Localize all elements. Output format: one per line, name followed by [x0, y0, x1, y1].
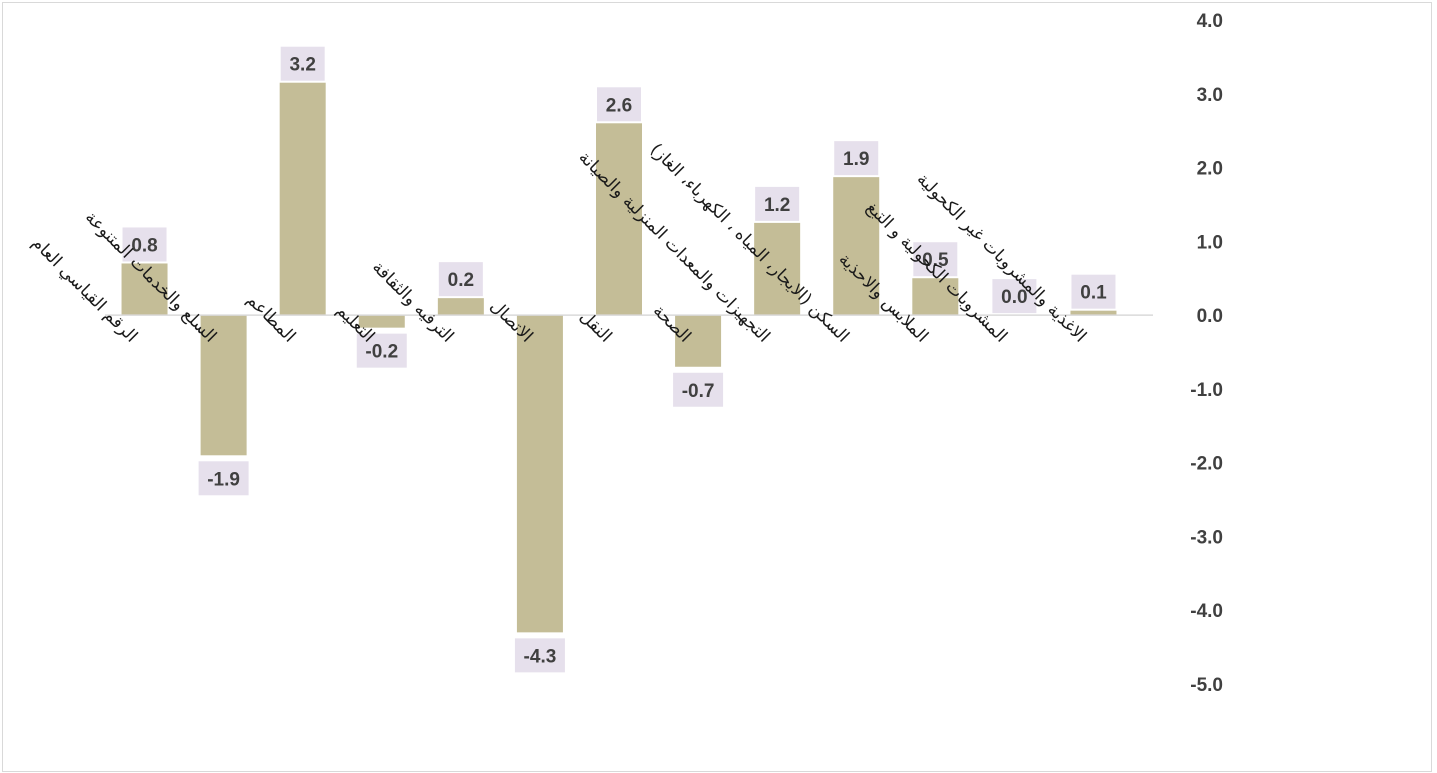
data-label-box — [122, 227, 167, 262]
y-tick-label: -2.0 — [1190, 454, 1223, 475]
bars-group — [121, 82, 1117, 633]
data-label-3: -0.2 — [356, 333, 407, 368]
data-label-6: 2.6 — [597, 87, 641, 122]
data-label-box — [356, 333, 407, 368]
data-label-9: 1.9 — [834, 141, 879, 176]
data-label-11: 0.0 — [992, 279, 1037, 314]
y-tick-label: 2.0 — [1197, 159, 1223, 180]
data-label-7: -0.7 — [673, 372, 724, 407]
bar-chart: 4.0 3.0 2.0 1.0 0.0 -1.0 -2.0 -3.0 -4.0 -5.0 0.8 -… — [28, 11, 1223, 696]
data-label-4: 0.2 — [438, 262, 483, 297]
category-label: المشروبات الكحولية و التبغ — [862, 198, 1011, 347]
data-label-2: 3.2 — [280, 46, 325, 81]
data-label-10: 0.5 — [913, 242, 958, 277]
data-label-box — [913, 242, 958, 277]
data-label-box — [198, 461, 249, 496]
bar-1 — [200, 315, 247, 456]
data-label-text: 0.5 — [922, 250, 949, 271]
data-label-0: 0.8 — [122, 227, 167, 262]
y-tick-label: -3.0 — [1190, 527, 1223, 548]
y-tick-label: -4.0 — [1190, 601, 1223, 622]
bar-8 — [754, 222, 801, 316]
bar-10 — [912, 278, 959, 316]
y-tick-label: 1.0 — [1197, 232, 1223, 253]
data-label-box — [755, 186, 800, 221]
bar-5 — [516, 315, 563, 633]
data-label-text: -0.7 — [682, 381, 715, 402]
data-label-8: 1.2 — [755, 186, 800, 221]
bar-12 — [1070, 310, 1117, 316]
data-label-box — [514, 638, 565, 673]
bar-9 — [833, 177, 880, 316]
data-labels-group: 0.8 -1.9 3.2 -0.2 0.2 -4.3 2.6 -0.7 1.2 1.9 0.5 0.0… — [122, 46, 1116, 673]
data-label-box — [597, 87, 641, 122]
data-label-box — [1071, 274, 1116, 309]
data-label-text: 0.1 — [1080, 283, 1107, 304]
data-label-box — [834, 141, 879, 176]
data-label-text: 0.8 — [131, 235, 157, 256]
data-label-box — [992, 279, 1037, 314]
bar-3 — [358, 315, 405, 328]
bar-7 — [675, 315, 722, 367]
y-tick-label: 4.0 — [1197, 11, 1223, 32]
y-axis-ticks: 4.0 3.0 2.0 1.0 0.0 -1.0 -2.0 -3.0 -4.0 -5.0 — [1190, 11, 1223, 696]
data-label-box — [280, 46, 325, 81]
y-tick-label: -1.0 — [1190, 380, 1223, 401]
data-label-text: -0.2 — [365, 342, 398, 363]
data-label-12: 0.1 — [1071, 274, 1116, 309]
data-label-1: -1.9 — [198, 461, 249, 496]
data-label-text: 3.2 — [289, 55, 315, 76]
y-tick-label: 3.0 — [1197, 85, 1223, 106]
y-tick-label: -5.0 — [1190, 675, 1223, 696]
data-label-5: -4.3 — [514, 638, 565, 673]
data-label-text: 1.9 — [843, 149, 869, 170]
data-label-box — [673, 372, 724, 407]
data-label-text: 1.2 — [764, 195, 790, 216]
data-label-text: -1.9 — [207, 469, 240, 490]
data-label-box — [438, 262, 483, 297]
data-label-text: 0.0 — [1001, 287, 1027, 308]
data-label-text: -4.3 — [524, 646, 557, 667]
y-tick-label: 0.0 — [1197, 306, 1223, 327]
data-label-text: 0.2 — [448, 270, 474, 291]
bar-0 — [121, 263, 168, 316]
bar-2 — [279, 82, 326, 316]
data-label-text: 2.6 — [606, 95, 632, 116]
bar-4 — [437, 298, 484, 316]
bar-6 — [596, 123, 642, 316]
